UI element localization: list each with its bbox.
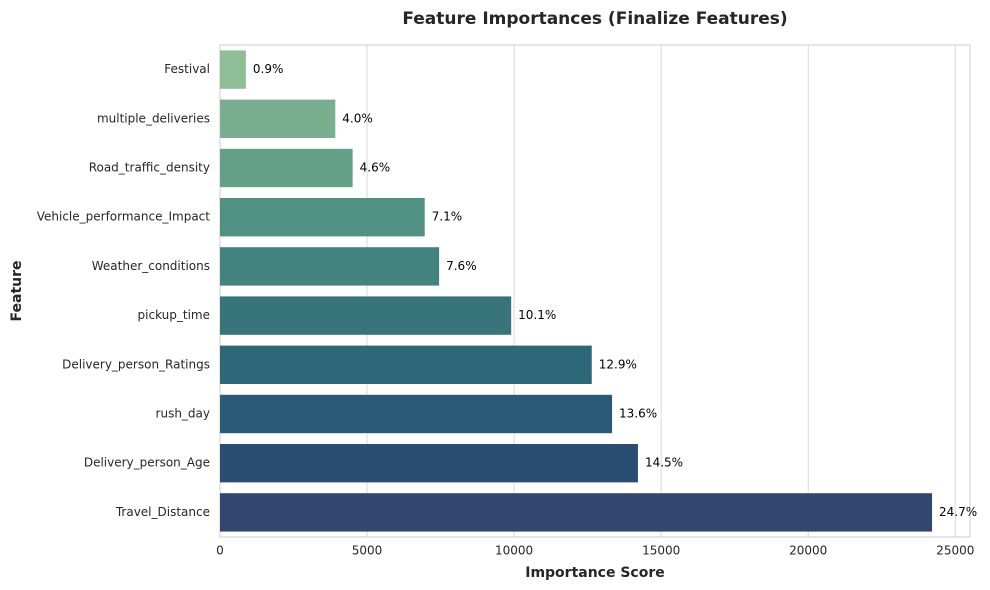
value-label: 14.5% bbox=[645, 456, 683, 470]
x-tick-label: 0 bbox=[216, 544, 224, 558]
y-tick-label: Delivery_person_Age bbox=[84, 456, 210, 470]
bar bbox=[220, 99, 336, 138]
x-axis-label: Importance Score bbox=[525, 565, 665, 581]
value-label: 0.9% bbox=[253, 62, 284, 76]
y-tick-label: pickup_time bbox=[138, 308, 210, 322]
x-tick-label: 25000 bbox=[936, 544, 974, 558]
y-axis-label: Feature bbox=[9, 261, 25, 322]
bar bbox=[220, 394, 613, 434]
y-tick-label: multiple_deliveries bbox=[97, 111, 210, 125]
bar bbox=[220, 296, 512, 335]
y-tick-label: Vehicle_performance_Impact bbox=[37, 210, 211, 224]
x-tick-label: 5000 bbox=[352, 544, 383, 558]
x-tick-label: 15000 bbox=[642, 544, 680, 558]
value-label: 4.0% bbox=[342, 111, 373, 125]
y-tick-label: Delivery_person_Ratings bbox=[62, 357, 210, 371]
value-label: 7.6% bbox=[446, 259, 477, 273]
x-tick-label: 10000 bbox=[495, 544, 533, 558]
bar bbox=[220, 247, 440, 286]
bar bbox=[220, 50, 246, 89]
value-label: 4.6% bbox=[360, 161, 391, 175]
bar bbox=[220, 345, 592, 384]
value-label: 7.1% bbox=[432, 210, 463, 224]
value-label: 24.7% bbox=[939, 505, 977, 519]
value-label: 12.9% bbox=[599, 357, 637, 371]
x-tick-label: 20000 bbox=[789, 544, 827, 558]
bar bbox=[220, 148, 353, 188]
y-tick-label: Road_traffic_density bbox=[89, 161, 210, 175]
plot-frame bbox=[219, 44, 971, 538]
y-tick-label: Weather_conditions bbox=[92, 259, 210, 273]
y-tick-label: Festival bbox=[164, 62, 210, 76]
value-label: 13.6% bbox=[619, 407, 657, 421]
chart-title: Feature Importances (Finalize Features) bbox=[402, 9, 787, 29]
bar bbox=[220, 444, 638, 483]
value-label: 10.1% bbox=[518, 308, 556, 322]
y-tick-label: rush_day bbox=[156, 407, 210, 421]
bar bbox=[220, 198, 425, 237]
y-tick-label: Travel_Distance bbox=[115, 505, 210, 519]
bar bbox=[220, 493, 933, 532]
